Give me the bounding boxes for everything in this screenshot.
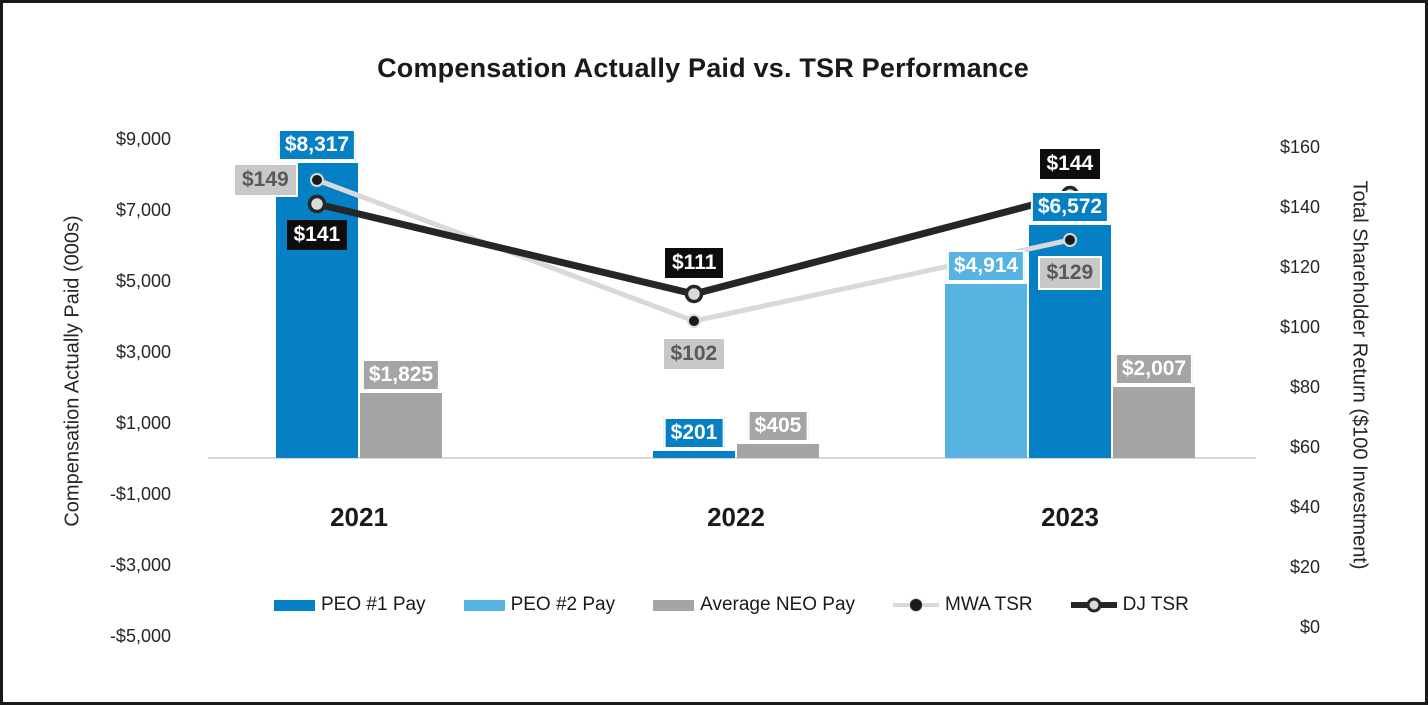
tsr-value-label: $129: [1037, 256, 1103, 290]
legend-item-average-neo-pay: Average NEO Pay: [653, 594, 855, 616]
bar-average-neo-pay: [360, 393, 442, 458]
right-axis-tick: $120: [1279, 257, 1320, 277]
tsr-value-label: $149: [233, 163, 298, 197]
right-axis-tick: $140: [1279, 197, 1320, 217]
right-axis-tick: $40: [1289, 497, 1320, 517]
bar-value-label: $6,572: [1030, 191, 1110, 223]
open-circle-marker: [684, 284, 704, 304]
legend-marker-sample: [1086, 597, 1102, 613]
bar-average-neo-pay: [1113, 387, 1195, 458]
left-axis-title: Compensation Actually Paid (000s): [61, 215, 84, 527]
legend-label: MWA TSR: [945, 594, 1033, 615]
x-axis-baseline: [208, 457, 1256, 459]
legend-swatch-icon: [463, 599, 505, 611]
tsr-value-label: $111: [665, 248, 724, 278]
bar-peo-2-pay: [945, 284, 1027, 458]
left-axis-tick: $7,000: [115, 199, 171, 220]
x-axis-category-label: 2021: [330, 502, 388, 532]
legend-label: DJ TSR: [1122, 594, 1189, 615]
tsr-value-label: $144: [1039, 149, 1101, 179]
legend-item-peo-1-pay: PEO #1 Pay: [274, 594, 426, 616]
legend-item-dj-tsr: DJ TSR: [1070, 594, 1189, 616]
left-axis-tick: -$3,000: [109, 554, 171, 575]
left-axis-tick: $1,000: [115, 412, 171, 433]
legend: PEO #1 Pay PEO #2 Pay Average NEO Pay MWA T…: [274, 594, 1189, 616]
left-axis-tick: $5,000: [115, 270, 171, 291]
bar-value-label: $2,007: [1114, 353, 1194, 385]
left-axis-tick: $9,000: [115, 128, 171, 149]
right-axis-tick: $80: [1289, 377, 1320, 397]
tsr-value-label: $141: [286, 220, 348, 250]
x-axis-category-label: 2022: [707, 502, 765, 532]
bar-peo-1-pay: [276, 163, 358, 458]
legend-marker-sample: [909, 598, 924, 612]
legend-swatch-icon: [653, 599, 695, 611]
bar-value-label: $201: [663, 417, 725, 449]
black-dot-legend-icon: [893, 597, 940, 613]
legend-label: PEO #2 Pay: [510, 594, 616, 615]
right-axis-tick: $60: [1289, 437, 1320, 457]
legend-item-peo-2-pay: PEO #2 Pay: [463, 594, 616, 616]
open-circle-legend-icon: [1070, 597, 1117, 613]
x-axis-category-label: 2023: [1041, 502, 1099, 532]
left-axis-tick: -$1,000: [109, 483, 171, 504]
legend-label: PEO #1 Pay: [321, 594, 426, 615]
bar-peo-1-pay: [653, 451, 735, 458]
bar-value-label: $405: [747, 410, 809, 442]
tsr-value-label: $102: [661, 337, 727, 371]
bar-value-label: $8,317: [277, 129, 357, 161]
right-axis-tick: $20: [1289, 557, 1320, 577]
right-axis-title: Total Shareholder Return ($100 Investmen…: [1348, 180, 1371, 570]
right-axis-tick: $0: [1299, 617, 1320, 637]
chart-title: Compensation Actually Paid vs. TSR Perfo…: [377, 53, 1029, 83]
legend-swatch-icon: [274, 599, 315, 611]
bar-average-neo-pay: [737, 444, 819, 458]
legend-label: Average NEO Pay: [700, 594, 856, 615]
legend-item-mwa-tsr: MWA TSR: [893, 594, 1033, 616]
black-dot-marker: [687, 314, 701, 328]
bar-value-label: $4,914: [946, 250, 1026, 282]
left-axis-tick: $3,000: [115, 341, 171, 362]
bar-value-label: $1,825: [361, 359, 441, 391]
left-axis-tick: -$5,000: [109, 625, 171, 646]
right-axis-tick: $160: [1279, 137, 1320, 157]
right-axis-tick: $100: [1279, 317, 1320, 337]
